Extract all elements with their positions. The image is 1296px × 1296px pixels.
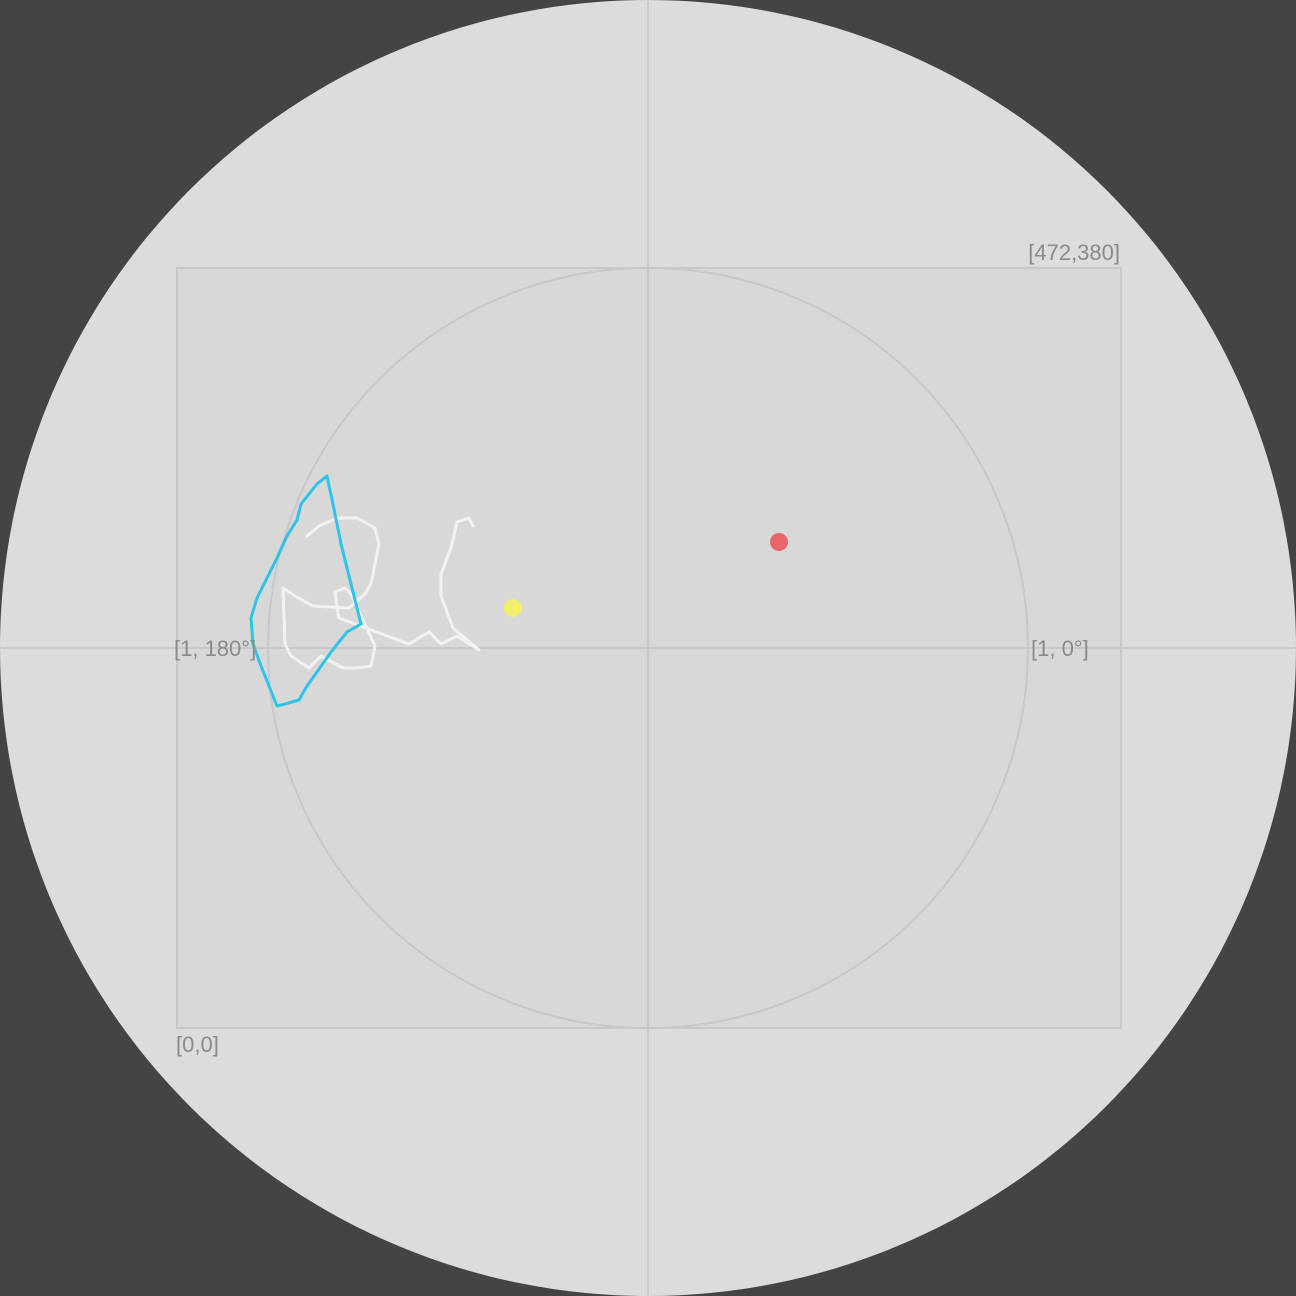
left-axis-label: [1, 180°] — [174, 636, 256, 661]
right-axis-label: [1, 0°] — [1031, 636, 1089, 661]
drawn-stroke-path — [281, 516, 481, 670]
top-right-corner-label: [472,380] — [1028, 240, 1120, 265]
start-point-marker[interactable] — [770, 533, 788, 551]
pending-stroke-path — [249, 474, 363, 708]
bottom-left-corner-label: [0,0] — [176, 1032, 219, 1057]
current-point-marker[interactable] — [504, 599, 522, 617]
unit-circle — [267, 267, 1029, 1029]
